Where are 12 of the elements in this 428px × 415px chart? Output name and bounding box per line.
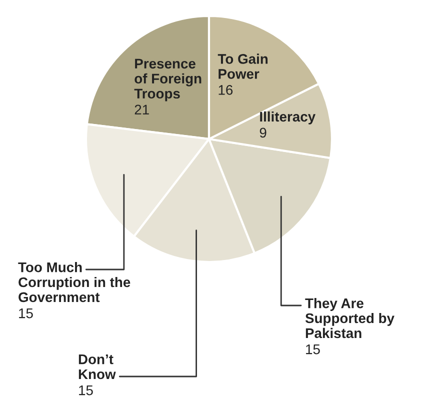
slice-label: Don’t Know [78,354,116,380]
slice-label: To Gain Power [218,54,268,79]
slice-label: They Are Supported by Pakistan [305,298,394,338]
data-label: 21 [134,104,149,114]
slice-label: Too Much Corruption in the Government [18,262,130,302]
data-label: 15 [79,386,93,396]
data-label: 15 [19,308,33,318]
data-label: 16 [218,85,233,95]
slice-label: Presence of Foreign Troops [134,58,202,102]
data-label: 15 [306,344,320,354]
slice-label: Illiteracy [260,111,316,124]
data-label: 9 [260,128,266,138]
